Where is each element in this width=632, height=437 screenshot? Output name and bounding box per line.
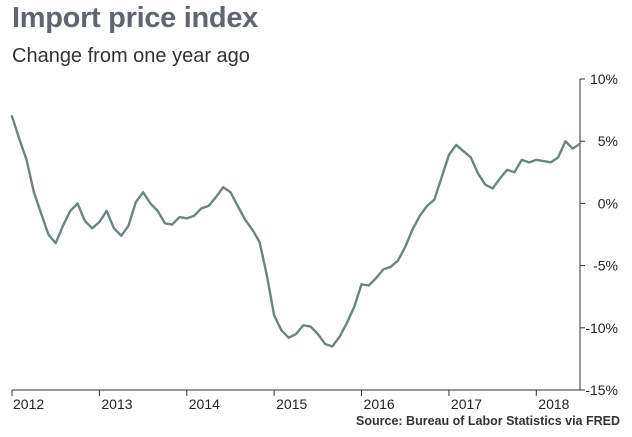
chart-title: Import price index [12,2,258,34]
chart-series [10,115,582,348]
x-tick-label: 2014 [189,396,220,412]
x-tick-label: 2015 [276,396,307,412]
x-tick-label: 2018 [538,396,569,412]
series-line-0 [10,115,582,348]
y-tick-label: -15% [585,382,618,398]
y-tick-label: 10% [590,71,618,87]
x-tick-label: 2012 [13,396,44,412]
chart-axes [12,79,581,391]
chart-source: Source: Bureau of Labor Statistics via F… [356,414,620,428]
chart-ticks: 10% 5% 0% -5% -10% -15% 2012 2013 2014 2015 2016 20… [11,71,618,412]
x-tick-label: 2013 [101,396,132,412]
chart-subtitle: Change from one year ago [12,45,250,67]
y-tick-label: 5% [598,133,618,149]
x-tick-label: 2016 [364,396,395,412]
x-tick-label: 2017 [451,396,482,412]
y-tick-label: 0% [598,195,618,211]
y-tick-label: -10% [585,320,618,336]
y-tick-label: -5% [593,258,618,274]
